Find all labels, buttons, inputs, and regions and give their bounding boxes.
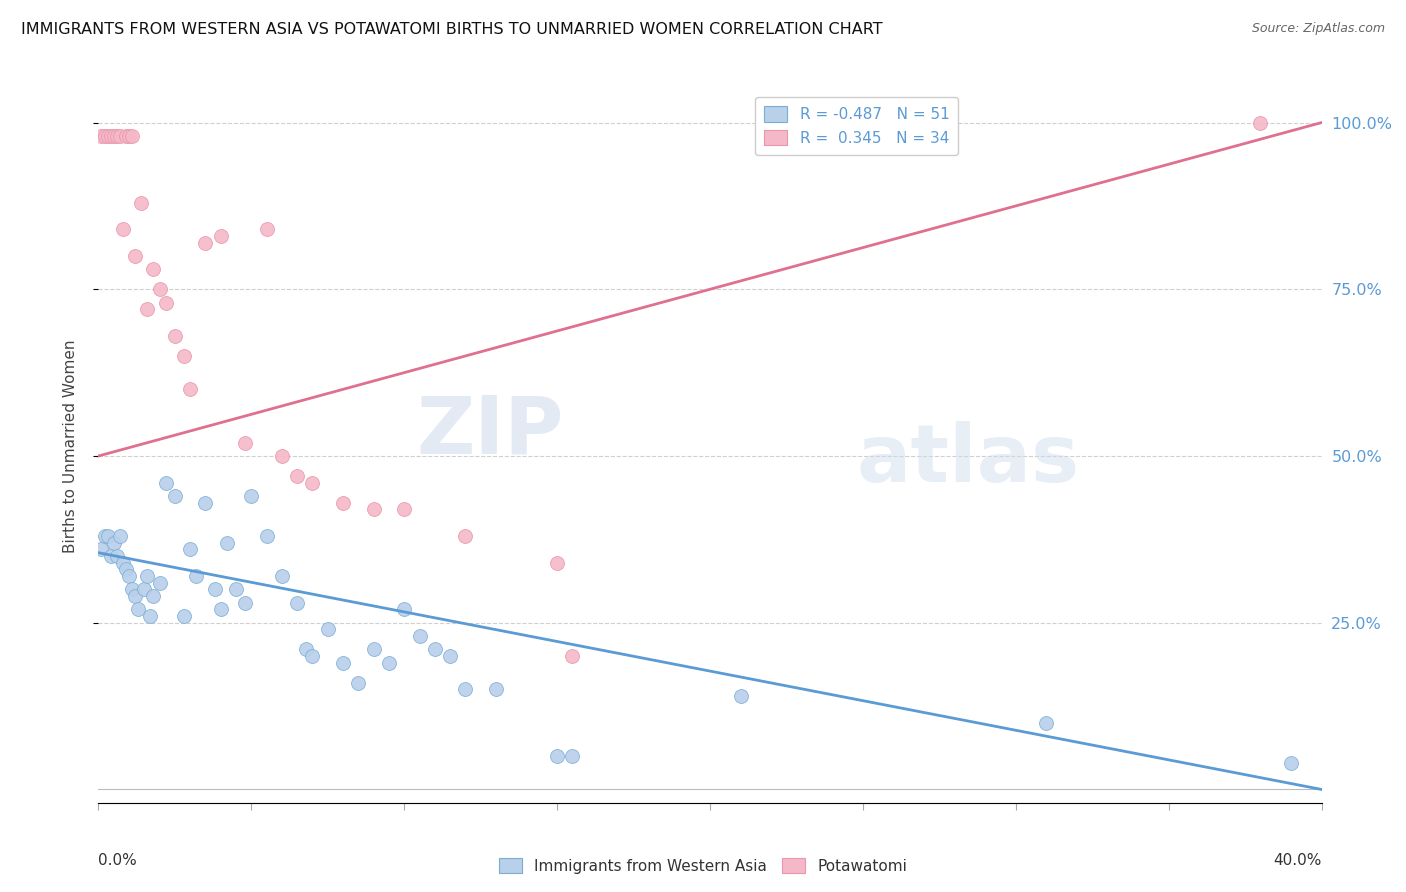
Point bbox=[561, 649, 583, 664]
Text: ZIP: ZIP bbox=[416, 392, 564, 471]
Point bbox=[93, 529, 115, 543]
Point bbox=[285, 596, 308, 610]
Point bbox=[124, 249, 146, 263]
Point bbox=[163, 489, 186, 503]
Point bbox=[136, 302, 159, 317]
Point bbox=[209, 602, 232, 616]
Point bbox=[121, 582, 143, 597]
Point bbox=[439, 649, 461, 664]
Point bbox=[363, 642, 385, 657]
Point bbox=[194, 496, 217, 510]
Point bbox=[546, 556, 568, 570]
Point bbox=[363, 502, 385, 516]
Point bbox=[129, 195, 152, 210]
Point bbox=[163, 329, 186, 343]
Point bbox=[392, 502, 416, 516]
Point bbox=[149, 282, 172, 296]
Point bbox=[233, 596, 256, 610]
Point bbox=[256, 222, 278, 236]
Point bbox=[301, 649, 323, 664]
Point bbox=[149, 575, 172, 590]
Legend: R = -0.487   N = 51, R =  0.345   N = 34: R = -0.487 N = 51, R = 0.345 N = 34 bbox=[755, 97, 959, 155]
Point bbox=[124, 589, 146, 603]
Point bbox=[136, 569, 159, 583]
Legend: Immigrants from Western Asia, Potawatomi: Immigrants from Western Asia, Potawatomi bbox=[492, 852, 914, 880]
Text: 40.0%: 40.0% bbox=[1274, 853, 1322, 868]
Point bbox=[139, 609, 162, 624]
Point bbox=[155, 475, 177, 490]
Point bbox=[103, 128, 125, 143]
Point bbox=[204, 582, 226, 597]
Point bbox=[1035, 715, 1057, 730]
Point bbox=[90, 128, 112, 143]
Point bbox=[97, 529, 120, 543]
Text: IMMIGRANTS FROM WESTERN ASIA VS POTAWATOMI BIRTHS TO UNMARRIED WOMEN CORRELATION: IMMIGRANTS FROM WESTERN ASIA VS POTAWATO… bbox=[21, 22, 883, 37]
Point bbox=[100, 128, 122, 143]
Point bbox=[90, 542, 112, 557]
Point bbox=[561, 749, 583, 764]
Point bbox=[118, 569, 141, 583]
Point bbox=[454, 682, 477, 697]
Point bbox=[285, 469, 308, 483]
Point bbox=[179, 542, 201, 557]
Point bbox=[155, 295, 177, 310]
Point bbox=[256, 529, 278, 543]
Point bbox=[115, 562, 138, 576]
Point bbox=[730, 689, 752, 703]
Point bbox=[173, 349, 195, 363]
Point bbox=[108, 128, 131, 143]
Point bbox=[295, 642, 318, 657]
Point bbox=[347, 675, 370, 690]
Point bbox=[209, 228, 232, 243]
Point bbox=[194, 235, 217, 250]
Point bbox=[93, 128, 115, 143]
Point bbox=[108, 529, 131, 543]
Point bbox=[392, 602, 416, 616]
Point bbox=[97, 128, 120, 143]
Text: atlas: atlas bbox=[856, 421, 1080, 500]
Point bbox=[332, 656, 354, 670]
Point bbox=[240, 489, 263, 503]
Point bbox=[301, 475, 323, 490]
Point bbox=[103, 535, 125, 549]
Point bbox=[1249, 115, 1271, 129]
Point bbox=[270, 569, 292, 583]
Point bbox=[316, 623, 339, 637]
Point bbox=[127, 602, 149, 616]
Point bbox=[142, 589, 165, 603]
Text: 0.0%: 0.0% bbox=[98, 853, 138, 868]
Point bbox=[111, 222, 134, 236]
Point bbox=[225, 582, 247, 597]
Y-axis label: Births to Unmarried Women: Births to Unmarried Women bbox=[63, 339, 77, 553]
Point bbox=[1279, 756, 1302, 770]
Point bbox=[134, 582, 156, 597]
Point bbox=[100, 549, 122, 563]
Point bbox=[121, 128, 143, 143]
Point bbox=[454, 529, 477, 543]
Point bbox=[105, 549, 128, 563]
Point bbox=[270, 449, 292, 463]
Point bbox=[485, 682, 508, 697]
Point bbox=[111, 556, 134, 570]
Point bbox=[173, 609, 195, 624]
Point bbox=[115, 128, 138, 143]
Text: Source: ZipAtlas.com: Source: ZipAtlas.com bbox=[1251, 22, 1385, 36]
Point bbox=[408, 629, 430, 643]
Point bbox=[118, 128, 141, 143]
Point bbox=[186, 569, 208, 583]
Point bbox=[179, 382, 201, 396]
Point bbox=[378, 656, 401, 670]
Point bbox=[105, 128, 128, 143]
Point bbox=[142, 262, 165, 277]
Point bbox=[546, 749, 568, 764]
Point bbox=[233, 435, 256, 450]
Point bbox=[215, 535, 238, 549]
Point bbox=[332, 496, 354, 510]
Point bbox=[423, 642, 446, 657]
